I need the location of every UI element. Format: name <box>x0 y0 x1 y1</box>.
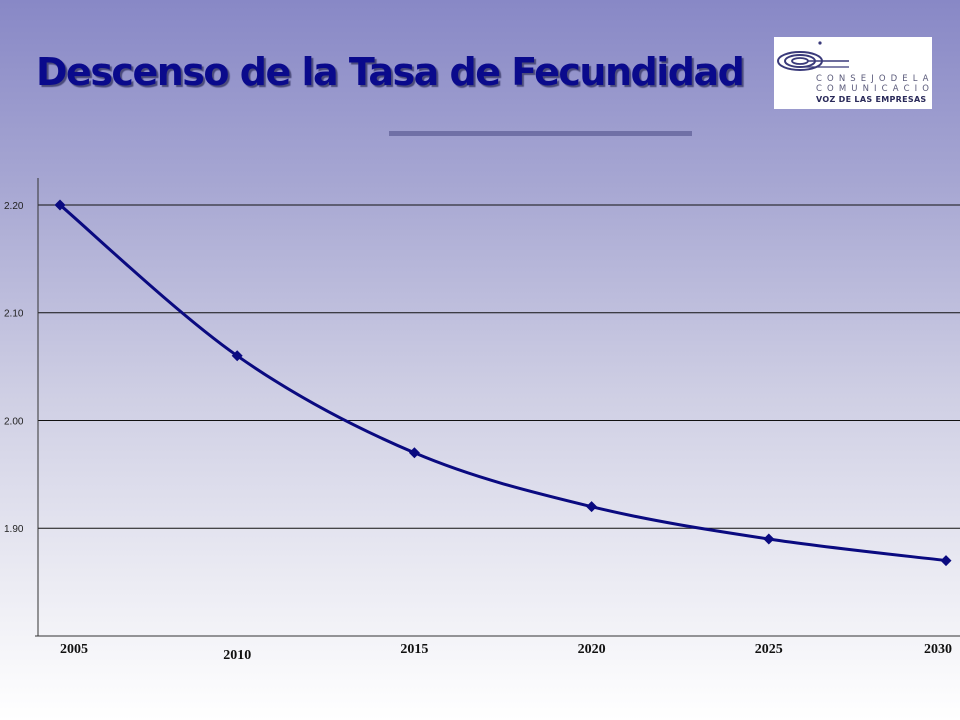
y-tick-label: 2.20 <box>4 201 24 212</box>
x-tick-label-2025: 2025 <box>755 642 783 657</box>
logo-line-1: C O N S E J O D E L A <box>816 74 930 84</box>
data-point-2025 <box>763 533 775 545</box>
title-underline <box>389 131 692 136</box>
data-point-2015 <box>408 447 420 459</box>
y-tick-label: 1.90 <box>4 524 24 535</box>
data-point-2020 <box>586 501 598 513</box>
logo-line-2: C O M U N I C A C I O N . A C <box>816 84 932 94</box>
chart-series <box>54 199 952 567</box>
data-point-2030 <box>940 555 952 567</box>
y-axis-tick-labels: 1.90 2.00 2.10 2.20 <box>4 201 24 535</box>
chart-axes <box>35 178 960 637</box>
logo-line-3: VOZ DE LAS EMPRESAS <box>816 95 927 104</box>
data-point-2005 <box>54 199 66 211</box>
x-tick-label-2015: 2015 <box>400 642 428 657</box>
series-line <box>59 203 947 563</box>
slide-title: Descenso de la Tasa de Fecundidad <box>36 50 745 94</box>
company-logo: C O N S E J O D E L A C O M U N I C A C … <box>774 37 932 109</box>
y-tick-label: 2.10 <box>4 309 24 320</box>
logo-graphic: C O N S E J O D E L A C O M U N I C A C … <box>777 41 932 104</box>
x-tick-label-2020: 2020 <box>578 642 606 657</box>
x-axis-tick-labels: 2005 2010 2015 2020 2025 2030 <box>60 642 952 663</box>
y-tick-label: 2.00 <box>4 416 24 427</box>
x-tick-label-2005: 2005 <box>60 642 88 657</box>
chart-gridlines <box>38 204 960 529</box>
x-tick-label-2010: 2010 <box>223 648 251 663</box>
data-point-2010 <box>231 350 243 362</box>
x-tick-label-2030: 2030 <box>924 642 952 657</box>
